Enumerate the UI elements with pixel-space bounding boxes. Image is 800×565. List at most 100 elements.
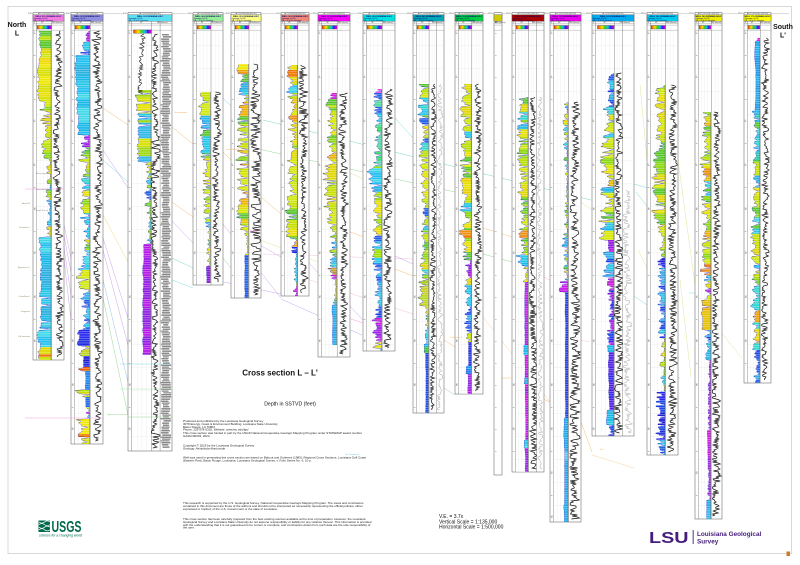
svg-text:24: 24: [551, 516, 553, 518]
svg-text:6: 6: [282, 120, 283, 122]
svg-text:L': L': [780, 33, 786, 40]
svg-text:science for a changing world: science for a changing world: [39, 534, 82, 538]
svg-text:USGS: USGS: [52, 519, 82, 536]
svg-text:4 mi: 4 mi: [123, 12, 127, 14]
svg-text:WELL 08 LOUISIANA GULF: WELL 08 LOUISIANA GULF: [366, 15, 393, 18]
svg-text:Operator: LLOG: Operator: LLOG: [34, 17, 48, 20]
svg-text:14: 14: [593, 296, 595, 298]
svg-text:expressed or implied, of the U: expressed or implied, of the U.S. Govern…: [183, 507, 278, 511]
svg-text:Cristellaria I: Cristellaria I: [18, 295, 30, 298]
svg-text:V.E. = 3.7x: V.E. = 3.7x: [439, 514, 464, 520]
svg-text:WELL 17 LOUISIANA GULF: WELL 17 LOUISIANA GULF: [745, 15, 772, 18]
svg-text:Uppermost Tuscaloosa: Uppermost Tuscaloosa: [107, 413, 128, 416]
svg-text:KB: +65 ft GL elevation: KB: +65 ft GL elevation: [696, 19, 715, 22]
svg-text:22: 22: [696, 472, 698, 474]
svg-text:SP: SP: [558, 22, 561, 24]
svg-text:6: 6: [34, 120, 35, 122]
svg-text:API 1707032331 (SSTVD): API 1707032331 (SSTVD): [197, 12, 218, 15]
svg-text:RES (ohm-m): RES (ohm-m): [298, 22, 309, 24]
svg-text:10: 10: [34, 208, 36, 210]
svg-text:18: 18: [72, 384, 74, 386]
svg-text:RES (ohm-m): RES (ohm-m): [666, 22, 677, 24]
svg-text:16: 16: [414, 340, 416, 342]
svg-text:2: 2: [456, 32, 457, 34]
svg-text:WELL 13 LOUISIANA GULF: WELL 13 LOUISIANA GULF: [553, 15, 580, 18]
svg-text:4: 4: [414, 76, 415, 78]
svg-text:0: 0: [34, 22, 35, 24]
svg-text:8: 8: [364, 164, 365, 166]
svg-text:RES (ohm-m): RES (ohm-m): [472, 22, 483, 24]
svg-text:KB: +26 ft GL elevation: KB: +26 ft GL elevation: [129, 19, 148, 22]
svg-text:6: 6: [414, 120, 415, 122]
svg-text:8: 8: [593, 164, 594, 166]
svg-text:RES (ohm-m): RES (ohm-m): [760, 22, 771, 24]
svg-text:WELL 06 LOUISIANA GULF: WELL 06 LOUISIANA GULF: [282, 15, 309, 18]
svg-text:12: 12: [319, 252, 321, 254]
svg-text:Operator: LLOG: Operator: LLOG: [232, 17, 246, 20]
svg-text:10: 10: [282, 208, 284, 210]
svg-text:WELL 02 LOUISIANA GULF: WELL 02 LOUISIANA GULF: [74, 15, 101, 18]
svg-text:10: 10: [745, 208, 747, 210]
svg-text:16: 16: [129, 340, 131, 342]
svg-text:RES (ohm-m): RES (ohm-m): [91, 22, 102, 24]
svg-text:Operculinoides: Operculinoides: [174, 112, 187, 114]
svg-text:8: 8: [129, 164, 130, 166]
svg-text:0: 0: [551, 22, 552, 24]
svg-text:SP: SP: [520, 22, 523, 24]
svg-text:2: 2: [72, 32, 73, 34]
svg-text:12: 12: [551, 252, 553, 254]
svg-text:10: 10: [513, 208, 515, 210]
svg-text:API 1707012317 (SSTVD): API 1707012317 (SSTVD): [76, 12, 97, 15]
svg-text:18: 18: [696, 384, 698, 386]
svg-text:API 1707082366 (SSTVD): API 1707082366 (SSTVD): [418, 12, 439, 15]
svg-text:4: 4: [364, 76, 365, 78]
svg-text:SP: SP: [79, 22, 82, 24]
svg-text:5 mi: 5 mi: [188, 12, 192, 14]
svg-text:20: 20: [129, 428, 131, 430]
svg-text:This cross section has been ca: This cross section has been carefully pr…: [183, 517, 366, 521]
svg-text:Operator: LLOG: Operator: LLOG: [593, 17, 607, 20]
svg-text:RES (ohm-m): RES (ohm-m): [711, 22, 722, 24]
svg-text:17 mi: 17 mi: [689, 12, 694, 14]
svg-text:14 mi: 14 mi: [544, 12, 549, 14]
svg-text:8: 8: [319, 164, 320, 166]
svg-text:14: 14: [696, 296, 698, 298]
svg-text:KB: +41 ft GL elevation: KB: +41 ft GL elevation: [364, 19, 383, 22]
svg-text:20: 20: [593, 428, 595, 430]
svg-text:16: 16: [551, 340, 553, 342]
svg-text:API 1707022324 (SSTVD): API 1707022324 (SSTVD): [139, 12, 160, 15]
svg-text:0: 0: [129, 22, 130, 24]
svg-text:KB: +23 ft GL elevation: KB: +23 ft GL elevation: [72, 19, 91, 22]
svg-text:0: 0: [513, 22, 514, 24]
svg-text:0: 0: [745, 22, 746, 24]
svg-text:20: 20: [551, 428, 553, 430]
svg-text:LSU: LSU: [649, 530, 689, 547]
svg-text:North: North: [8, 22, 27, 29]
svg-text:Het sp.: Het sp.: [345, 201, 352, 204]
svg-text:10: 10: [319, 208, 321, 210]
svg-text:Geological Survey and Louisian: Geological Survey and Louisiana State Un…: [183, 520, 372, 524]
svg-text:SP: SP: [751, 22, 754, 24]
svg-text:6: 6: [194, 120, 195, 122]
svg-text:API 1707142408 (SSTVD): API 1707142408 (SSTVD): [652, 12, 673, 15]
svg-text:2: 2: [364, 32, 365, 34]
svg-text:WELL 03 LOUISIANA GULF: WELL 03 LOUISIANA GULF: [137, 15, 164, 18]
svg-text:RES (ohm-m): RES (ohm-m): [249, 22, 260, 24]
svg-text:Depth in SSTVD (feet): Depth in SSTVD (feet): [264, 402, 316, 408]
svg-text:20: 20: [696, 428, 698, 430]
svg-text:Phone: 225-578-5320, Website:: Phone: 225-578-5320, Website: www.lsu.ed…: [183, 428, 249, 432]
svg-text:API 1707122394 (SSTVD): API 1707122394 (SSTVD): [555, 12, 576, 15]
svg-text:Textularia L: Textularia L: [19, 226, 31, 229]
svg-text:Operator: LLOG: Operator: LLOG: [513, 17, 527, 20]
svg-text:KB: +44 ft GL elevation: KB: +44 ft GL elevation: [414, 19, 433, 22]
svg-text:Uvigerina: Uvigerina: [21, 310, 31, 313]
svg-text:2: 2: [319, 32, 320, 34]
svg-text:RES (ohm-m): RES (ohm-m): [569, 22, 580, 24]
svg-text:Marg vaginata: Marg vaginata: [36, 172, 50, 175]
svg-text:3079 Energy, Coast & Environme: 3079 Energy, Coast & Environment Buildin…: [183, 422, 278, 426]
svg-text:2: 2: [129, 32, 130, 34]
svg-text:WELL 07 LOUISIANA GULF: WELL 07 LOUISIANA GULF: [321, 15, 348, 18]
svg-text:KB: +47 ft GL elevation: KB: +47 ft GL elevation: [456, 19, 475, 22]
svg-text:18: 18: [593, 384, 595, 386]
svg-text:12 mi: 12 mi: [488, 12, 493, 14]
